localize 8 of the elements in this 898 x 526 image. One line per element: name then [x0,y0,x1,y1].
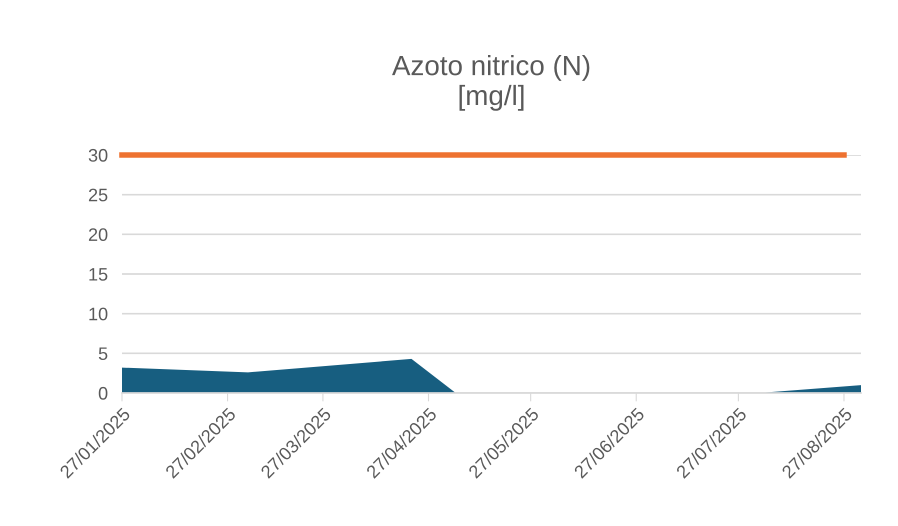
y-tick-label: 5 [98,347,108,360]
y-tick-label: 10 [89,308,108,320]
y-tick-label: 25 [88,188,108,202]
y-tick-label: 0 [98,386,108,400]
y-tick-label: 30 [88,148,108,162]
y-tick-label: 20 [88,228,108,242]
chart-title: Azoto nitrico (N) [mg/l] [392,54,590,111]
y-tick-label: 15 [89,268,108,281]
